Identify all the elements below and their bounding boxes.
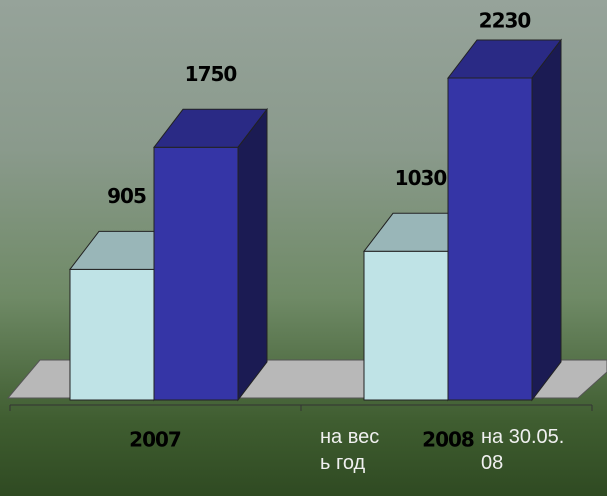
bar-side — [531, 38, 562, 402]
data-label: 1750 — [185, 62, 237, 86]
bar-side — [237, 107, 268, 402]
x-tick-label: 2007 — [129, 428, 181, 452]
bar — [153, 146, 239, 401]
bar — [447, 77, 533, 401]
data-label: 905 — [107, 184, 146, 208]
legend-entry: на весь год — [320, 426, 380, 474]
bar — [363, 250, 449, 401]
data-label: 1030 — [395, 166, 447, 190]
bar — [69, 268, 155, 401]
data-label: 2230 — [479, 9, 531, 33]
x-tick-label: 2008 — [422, 428, 474, 452]
legend-entry: на 30.05.08 — [481, 426, 565, 474]
